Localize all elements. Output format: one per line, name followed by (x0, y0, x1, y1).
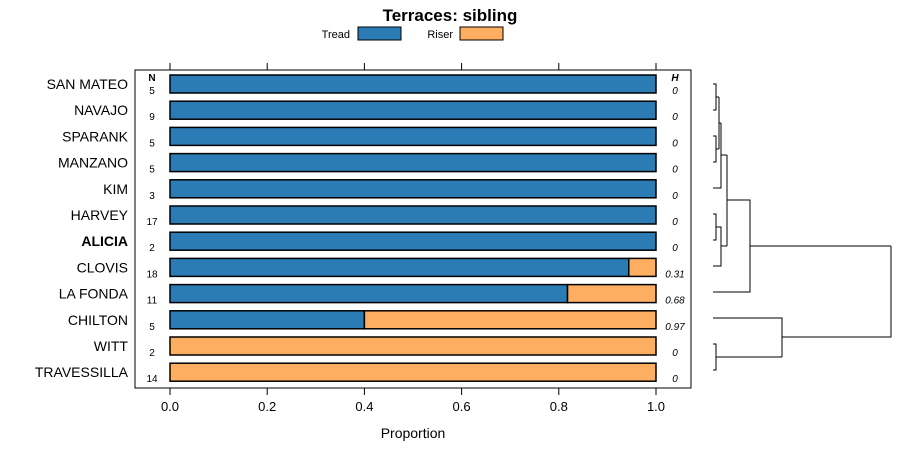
bar-tread (169, 205, 657, 225)
x-tick-label: 0.8 (550, 399, 568, 414)
n-value: 14 (146, 374, 158, 385)
bar-tread (169, 152, 657, 173)
n-value: 5 (149, 86, 155, 97)
h-value: 0.31 (665, 269, 684, 280)
h-value: 0 (672, 217, 678, 228)
category-label: KIM (103, 181, 128, 197)
n-value: 5 (149, 165, 155, 176)
dendrogram-branch (713, 83, 892, 371)
h-value: 0.97 (665, 322, 685, 333)
h-value: 0 (672, 348, 678, 359)
bar-tread (169, 74, 657, 94)
bar-riser (169, 362, 657, 382)
h-value: 0 (672, 165, 678, 176)
x-tick-label: 0.4 (355, 399, 373, 414)
n-value: 9 (149, 112, 155, 123)
n-value: 3 (149, 191, 155, 202)
category-label: LA FONDA (59, 286, 129, 302)
n-column-header: N (148, 73, 155, 84)
plot-frame (134, 69, 692, 389)
h-value: 0 (672, 243, 678, 254)
bar-riser (566, 283, 657, 304)
category-label: MANZANO (58, 155, 128, 171)
h-value: 0 (672, 86, 678, 97)
n-value: 17 (146, 217, 158, 228)
h-value: 0 (672, 374, 678, 385)
legend-label-tread: Tread (322, 29, 350, 41)
category-label: WITT (94, 338, 129, 354)
bar-tread (169, 100, 657, 120)
bar-tread (169, 310, 366, 330)
x-tick-label: 0.6 (453, 399, 471, 414)
h-column-header: H (671, 73, 679, 84)
h-value: 0 (672, 191, 678, 202)
chart-title: Terraces: sibling (383, 6, 518, 25)
category-label: SPARANK (62, 128, 129, 144)
n-value: 2 (149, 243, 155, 254)
chart-rows: SAN MATEO 5 0 NAVAJO 9 0 SPARANK 5 0 MANZANO 5 0 KIM… (35, 74, 685, 385)
bar-riser (169, 336, 657, 356)
bar-tread (169, 231, 657, 251)
bar-tread (169, 126, 657, 147)
category-label: HARVEY (71, 207, 129, 223)
bar-tread (169, 179, 657, 199)
x-axis: 0.0 0.2 0.4 0.6 0.8 1.0 (161, 63, 665, 414)
dendrogram (713, 83, 892, 371)
bar-riser (628, 257, 657, 278)
x-axis-title: Proportion (381, 425, 446, 441)
category-label: NAVAJO (74, 102, 128, 118)
x-tick-label: 0.0 (161, 399, 179, 414)
category-label: CHILTON (68, 312, 128, 328)
h-value: 0.68 (665, 296, 685, 307)
h-value: 0 (672, 138, 678, 149)
n-value: 2 (149, 348, 155, 359)
n-value: 11 (147, 296, 158, 307)
category-label: CLOVIS (77, 259, 128, 275)
x-tick-label: 1.0 (647, 399, 665, 414)
bar-tread (169, 257, 630, 278)
category-label: TRAVESSILLA (35, 364, 129, 380)
category-label: SAN MATEO (47, 76, 129, 92)
legend-swatch-tread (357, 26, 402, 41)
n-value: 18 (146, 269, 158, 280)
category-label: ALICIA (81, 233, 128, 249)
x-tick-label: 0.2 (258, 399, 276, 414)
legend: Tread Riser (322, 26, 504, 41)
n-value: 5 (149, 322, 155, 333)
bar-tread (169, 283, 569, 304)
bar-riser (363, 310, 657, 330)
h-value: 0 (672, 112, 678, 123)
n-value: 5 (149, 138, 155, 149)
legend-label-riser: Riser (427, 29, 453, 41)
legend-swatch-riser (459, 26, 504, 41)
